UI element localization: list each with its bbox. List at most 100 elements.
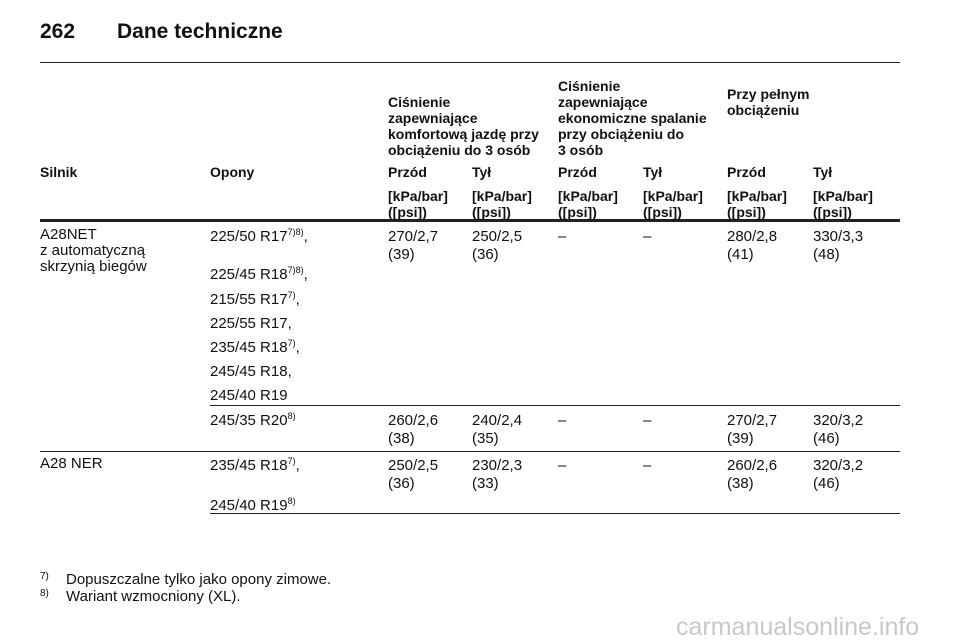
rule <box>40 62 900 63</box>
pressure-psi: (39) <box>727 430 754 447</box>
pressure-value: 280/2,8 <box>727 228 778 245</box>
pressure-value: – <box>643 457 652 474</box>
column-header: Tył <box>643 164 663 180</box>
pressure-value: 250/2,5 <box>472 228 523 245</box>
pressure-psi: (46) <box>813 475 840 492</box>
tire-size: 215/55 R17 <box>210 291 288 308</box>
pressure-psi: (33) <box>472 475 499 492</box>
unit-header: [kPa/bar] <box>813 188 873 204</box>
separator: , <box>303 228 308 245</box>
unit-header: ([psi]) <box>388 204 427 220</box>
tire: 245/40 R19 <box>210 388 288 404</box>
pressure-psi: (41) <box>727 246 754 263</box>
pressure-psi: (38) <box>388 430 415 447</box>
footnote-text: Wariant wzmocniony (XL). <box>66 588 241 605</box>
engine: A28 NER <box>40 455 103 472</box>
pressure-value: 320/3,2 <box>813 457 864 474</box>
engine: z automatyczną <box>40 242 146 259</box>
pressure-value: – <box>558 228 567 245</box>
watermark: carmanualsonline.info <box>676 613 920 641</box>
tire-size: 245/45 R18, <box>210 363 292 380</box>
group-header: ekonomiczne spalanie <box>558 110 707 126</box>
footnote-ref: 7)8) <box>287 227 304 237</box>
pressure-psi: (36) <box>388 475 415 492</box>
tire: 225/55 R17, <box>210 316 292 332</box>
pressure-value: 230/2,3 <box>472 457 523 474</box>
footnote-text: Dopuszczalne tylko jako opony zimowe. <box>66 571 332 588</box>
pressure-value: 260/2,6 <box>388 412 439 429</box>
tire-size: 225/50 R17 <box>210 228 288 245</box>
unit-header: [kPa/bar] <box>558 188 618 204</box>
page-title: Dane techniczne <box>117 20 283 43</box>
footnote-ref: 7) <box>287 456 296 466</box>
footnote-marker: 7) <box>40 571 49 582</box>
pressure-value: – <box>558 412 567 429</box>
pressure-value: 250/2,5 <box>388 457 439 474</box>
separator: , <box>295 457 300 474</box>
tire-size: 245/40 R19 <box>210 387 288 404</box>
rule <box>210 513 900 514</box>
column-header: Tył <box>472 164 492 180</box>
column-header: Przód <box>727 164 766 180</box>
group-header: Ciśnienie <box>558 78 621 94</box>
unit-header: ([psi]) <box>558 204 597 220</box>
unit-header: [kPa/bar] <box>388 188 448 204</box>
tire-size: 235/45 R18 <box>210 339 288 356</box>
tire: 225/45 R187)8), <box>210 265 308 283</box>
group-header: Przy pełnym <box>727 86 810 102</box>
pressure-value: 260/2,6 <box>727 457 778 474</box>
footnote-ref: 8) <box>287 496 296 506</box>
pressure-value: – <box>643 412 652 429</box>
column-header: Przód <box>388 164 427 180</box>
unit-header: [kPa/bar] <box>643 188 703 204</box>
tire-size: 225/45 R18 <box>210 266 288 283</box>
pressure-value: 270/2,7 <box>388 228 439 245</box>
group-header: Ciśnienie <box>388 94 451 110</box>
tire: 245/45 R18, <box>210 364 292 380</box>
pressure-value: 320/3,2 <box>813 412 864 429</box>
group-header: obciążeniu do 3 osób <box>388 142 531 158</box>
group-header: zapewniające <box>388 110 478 126</box>
column-header: Tył <box>813 164 833 180</box>
pressure-psi: (46) <box>813 430 840 447</box>
tire: 235/45 R187), <box>210 338 300 356</box>
tire-size: 235/45 R18 <box>210 457 288 474</box>
tire: 245/40 R198) <box>210 496 296 514</box>
pressure-value: – <box>643 228 652 245</box>
column-header: Przód <box>558 164 597 180</box>
engine: skrzynią biegów <box>40 258 147 275</box>
column-header: Opony <box>210 164 255 180</box>
tire-size: 245/40 R19 <box>210 497 288 514</box>
tire-size: 245/35 R20 <box>210 412 288 429</box>
separator: , <box>295 339 300 356</box>
rule <box>210 405 900 406</box>
footnote-marker: 8) <box>40 588 49 599</box>
unit-header: ([psi]) <box>643 204 682 220</box>
group-header: obciążeniu <box>727 102 800 118</box>
tire: 245/35 R208) <box>210 411 296 429</box>
unit-header: [kPa/bar] <box>727 188 787 204</box>
footnote-ref: 7) <box>287 290 296 300</box>
pressure-value: 270/2,7 <box>727 412 778 429</box>
page-number: 262 <box>40 20 76 43</box>
rule <box>40 451 900 452</box>
group-header: komfortową jazdę przy <box>388 126 539 142</box>
pressure-value: 330/3,3 <box>813 228 864 245</box>
tire-size: 225/55 R17, <box>210 315 292 332</box>
pressure-psi: (35) <box>472 430 499 447</box>
unit-header: ([psi]) <box>813 204 852 220</box>
footnote-ref: 7) <box>287 338 296 348</box>
group-header: przy obciążeniu do <box>558 126 685 142</box>
unit-header: ([psi]) <box>472 204 511 220</box>
pressure-psi: (36) <box>472 246 499 263</box>
engine: A28NET <box>40 226 97 243</box>
separator: , <box>295 291 300 308</box>
footnote-ref: 8) <box>287 411 296 421</box>
footnote-ref: 7)8) <box>287 265 304 275</box>
group-header: zapewniające <box>558 94 648 110</box>
group-header: 3 osób <box>558 142 604 158</box>
tire: 215/55 R177), <box>210 290 300 308</box>
pressure-value: – <box>558 457 567 474</box>
rule <box>40 219 900 222</box>
